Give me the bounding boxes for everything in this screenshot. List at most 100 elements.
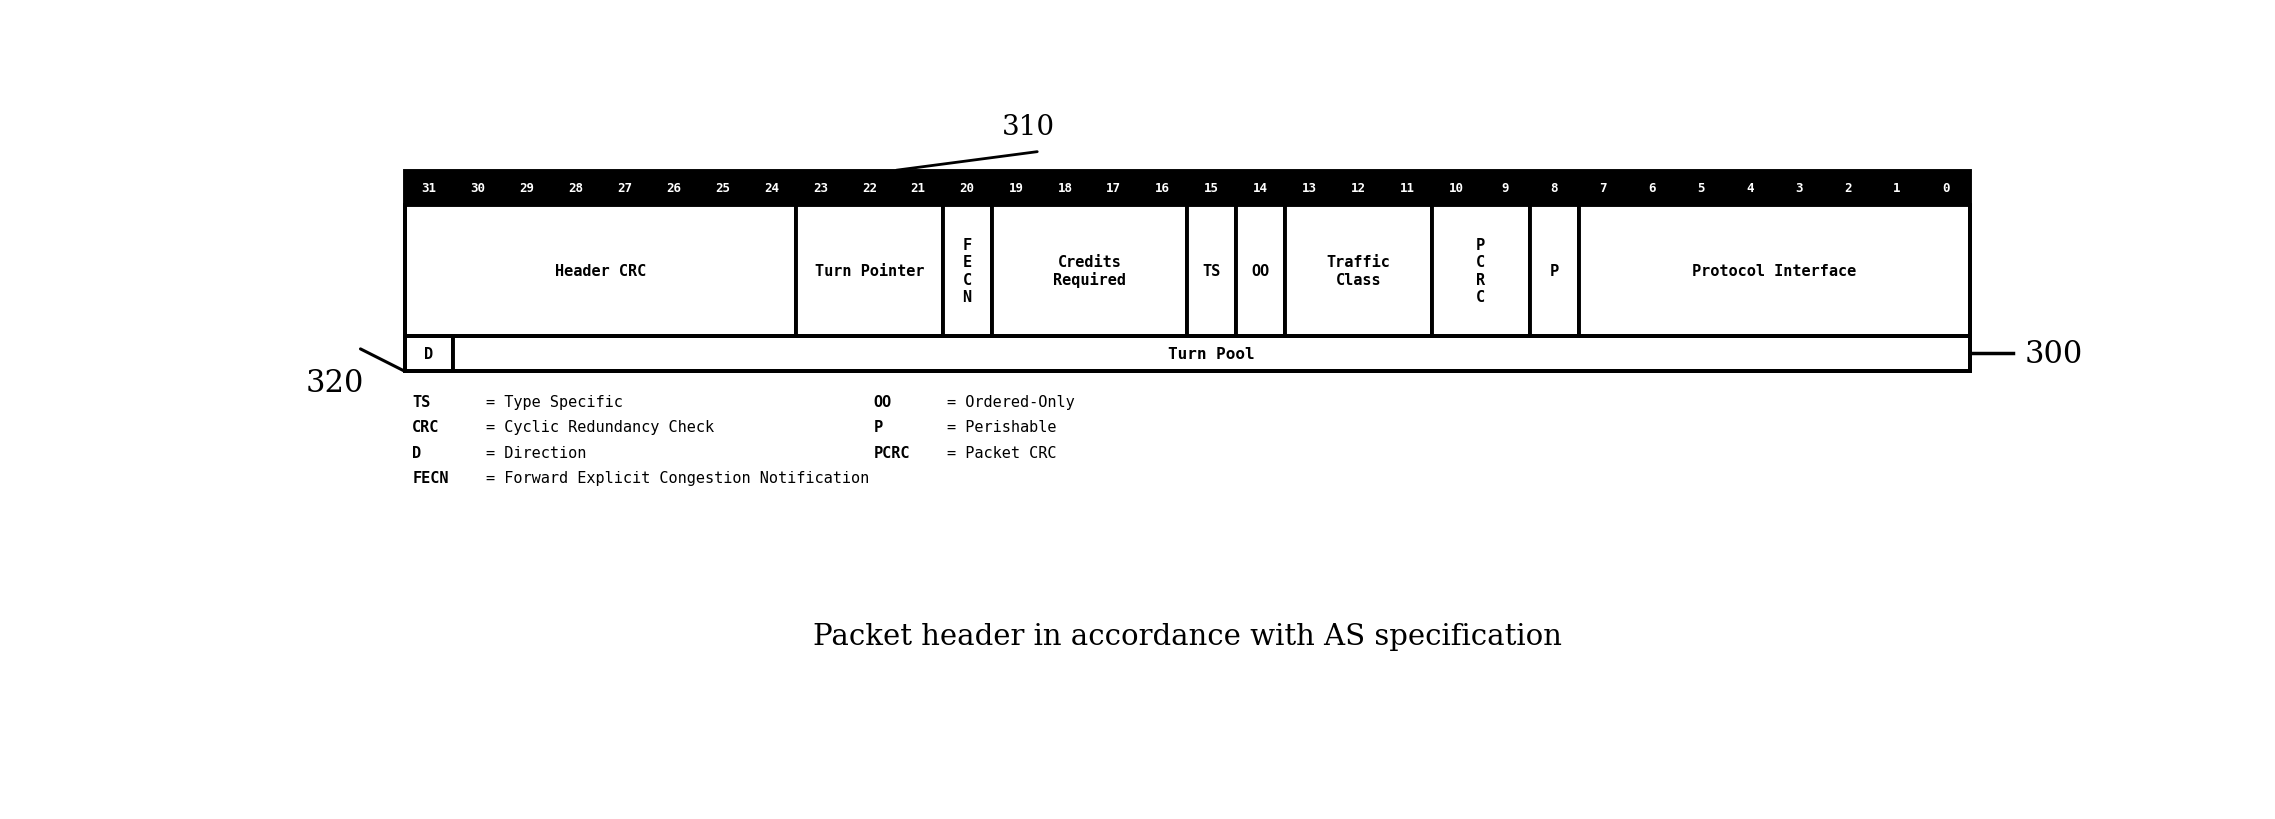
Bar bbox=[1235, 171, 1285, 206]
Text: Turn Pool: Turn Pool bbox=[1169, 346, 1256, 361]
Text: 1: 1 bbox=[1893, 182, 1900, 195]
Text: Protocol Interface: Protocol Interface bbox=[1693, 264, 1856, 278]
Text: 3: 3 bbox=[1795, 182, 1802, 195]
Text: 19: 19 bbox=[1008, 182, 1024, 195]
Text: FECN: FECN bbox=[412, 470, 448, 486]
Text: = Cyclic Redundancy Check: = Cyclic Redundancy Check bbox=[487, 420, 714, 435]
Text: 7: 7 bbox=[1599, 182, 1606, 195]
Bar bbox=[1188, 206, 1235, 337]
Bar bbox=[1529, 206, 1579, 337]
Bar bbox=[405, 171, 453, 206]
Text: 300: 300 bbox=[2025, 338, 2082, 369]
Text: TS: TS bbox=[1203, 264, 1222, 278]
Text: 310: 310 bbox=[1001, 114, 1056, 141]
Bar bbox=[1579, 171, 1627, 206]
Bar bbox=[746, 171, 796, 206]
Text: 26: 26 bbox=[667, 182, 680, 195]
Text: 0: 0 bbox=[1943, 182, 1950, 195]
Text: 22: 22 bbox=[862, 182, 876, 195]
Text: 24: 24 bbox=[764, 182, 778, 195]
Text: OO: OO bbox=[1251, 264, 1269, 278]
Text: = Perishable: = Perishable bbox=[946, 420, 1056, 435]
Text: = Packet CRC: = Packet CRC bbox=[946, 445, 1056, 460]
Text: Credits
Required: Credits Required bbox=[1053, 255, 1126, 288]
Text: = Type Specific: = Type Specific bbox=[487, 395, 623, 410]
Bar bbox=[992, 171, 1040, 206]
Bar bbox=[1090, 171, 1138, 206]
Text: 9: 9 bbox=[1502, 182, 1508, 195]
Bar bbox=[992, 206, 1188, 337]
Bar bbox=[1481, 171, 1529, 206]
Bar bbox=[1431, 206, 1529, 337]
Bar bbox=[942, 206, 992, 337]
Text: 8: 8 bbox=[1552, 182, 1558, 195]
Bar bbox=[796, 206, 942, 337]
Text: 17: 17 bbox=[1106, 182, 1122, 195]
Bar bbox=[1677, 171, 1724, 206]
Text: = Direction: = Direction bbox=[487, 445, 587, 460]
Text: CRC: CRC bbox=[412, 420, 439, 435]
Bar bbox=[551, 171, 601, 206]
Bar bbox=[1529, 171, 1579, 206]
Text: P: P bbox=[874, 420, 883, 435]
Bar bbox=[1920, 171, 1970, 206]
Text: 5: 5 bbox=[1697, 182, 1704, 195]
Bar bbox=[1872, 171, 1920, 206]
Bar bbox=[405, 337, 453, 371]
Bar bbox=[405, 337, 1970, 371]
Bar bbox=[1040, 171, 1090, 206]
Text: Packet header in accordance with AS specification: Packet header in accordance with AS spec… bbox=[812, 622, 1561, 650]
Text: Traffic
Class: Traffic Class bbox=[1326, 256, 1390, 287]
Bar bbox=[796, 171, 844, 206]
Bar bbox=[698, 171, 746, 206]
Text: 2: 2 bbox=[1845, 182, 1852, 195]
Text: 15: 15 bbox=[1203, 182, 1219, 195]
Text: 16: 16 bbox=[1156, 182, 1169, 195]
Bar bbox=[894, 171, 942, 206]
Text: 12: 12 bbox=[1351, 182, 1365, 195]
Bar bbox=[1235, 206, 1285, 337]
Bar bbox=[844, 171, 894, 206]
Text: = Ordered-Only: = Ordered-Only bbox=[946, 395, 1074, 410]
Bar bbox=[453, 171, 503, 206]
Bar bbox=[648, 171, 698, 206]
Text: 4: 4 bbox=[1747, 182, 1754, 195]
Bar bbox=[1822, 171, 1872, 206]
Text: 23: 23 bbox=[812, 182, 828, 195]
Text: 14: 14 bbox=[1254, 182, 1267, 195]
Text: 28: 28 bbox=[569, 182, 582, 195]
Text: 31: 31 bbox=[421, 182, 437, 195]
Text: F
E
C
N: F E C N bbox=[962, 238, 971, 305]
Text: 30: 30 bbox=[471, 182, 485, 195]
Text: P: P bbox=[1549, 264, 1558, 278]
Text: 29: 29 bbox=[519, 182, 535, 195]
Text: 6: 6 bbox=[1649, 182, 1656, 195]
Text: 13: 13 bbox=[1301, 182, 1317, 195]
Bar bbox=[601, 171, 648, 206]
Text: 21: 21 bbox=[910, 182, 926, 195]
Bar bbox=[1627, 171, 1677, 206]
Bar bbox=[405, 171, 1970, 337]
Bar bbox=[1138, 171, 1188, 206]
Text: 320: 320 bbox=[305, 368, 364, 398]
Text: D: D bbox=[412, 445, 421, 460]
Text: TS: TS bbox=[412, 395, 430, 410]
Bar bbox=[1285, 206, 1431, 337]
Bar bbox=[1333, 171, 1383, 206]
Bar bbox=[503, 171, 551, 206]
Text: = Forward Explicit Congestion Notification: = Forward Explicit Congestion Notificati… bbox=[487, 470, 869, 486]
Text: 27: 27 bbox=[617, 182, 632, 195]
Bar bbox=[1431, 171, 1481, 206]
Text: 20: 20 bbox=[960, 182, 974, 195]
Bar bbox=[942, 171, 992, 206]
Text: PCRC: PCRC bbox=[874, 445, 910, 460]
Text: 11: 11 bbox=[1399, 182, 1415, 195]
Bar bbox=[405, 206, 796, 337]
Bar bbox=[1579, 206, 1970, 337]
Text: Turn Pointer: Turn Pointer bbox=[814, 264, 924, 278]
Bar bbox=[1383, 171, 1431, 206]
Bar bbox=[1285, 171, 1333, 206]
Bar bbox=[1724, 171, 1774, 206]
Bar bbox=[453, 337, 1970, 371]
Text: OO: OO bbox=[874, 395, 892, 410]
